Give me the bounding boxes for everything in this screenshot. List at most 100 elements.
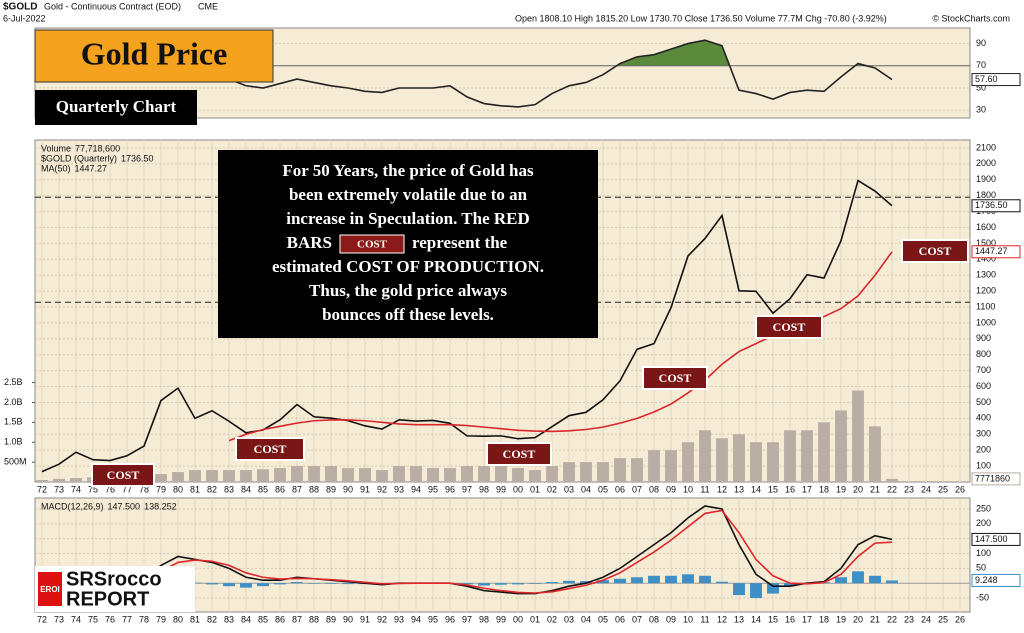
note-line: represent the [412, 233, 508, 252]
bar [478, 583, 490, 586]
x-tick-label: 96 [445, 484, 455, 494]
bar [716, 438, 728, 482]
value-box [971, 73, 1021, 87]
bar [342, 583, 354, 585]
x-tick-label: 83 [224, 614, 234, 624]
value-box-label: 7771860 [975, 473, 1010, 483]
bar [665, 575, 677, 584]
bar [393, 466, 405, 482]
bar [665, 450, 677, 482]
bar [461, 583, 473, 585]
bar [291, 582, 303, 584]
x-tick-label: 19 [836, 484, 846, 494]
bar [631, 577, 643, 584]
x-tick-label: 89 [326, 484, 336, 494]
bar [682, 574, 694, 584]
y-tick-label: 2000 [976, 158, 996, 168]
x-tick-label: 73 [54, 614, 64, 624]
y2-tick-label: 2.0B [4, 397, 23, 407]
bar [461, 466, 473, 482]
bar [359, 468, 371, 482]
x-tick-label: 14 [751, 484, 761, 494]
bar [852, 571, 864, 584]
bar [325, 583, 337, 584]
bar [172, 472, 184, 482]
x-tick-label: 79 [156, 484, 166, 494]
x-tick-label: 09 [666, 614, 676, 624]
credit: © StockCharts.com [932, 13, 1010, 23]
cost-box [755, 315, 823, 339]
x-tick-label: 75 [88, 484, 98, 494]
x-tick-label: 78 [139, 484, 149, 494]
x-tick-label: 91 [360, 614, 370, 624]
x-tick-label: 97 [462, 614, 472, 624]
note-line: increase in Speculation. The RED [286, 209, 530, 228]
x-tick-label: 76 [105, 484, 115, 494]
bar [444, 468, 456, 482]
legend-label: Volume [41, 143, 71, 153]
bar [240, 583, 252, 588]
x-tick-label: 20 [853, 484, 863, 494]
logo-line: SRSrocco [66, 568, 162, 590]
legend-label: $GOLD (Quarterly) [41, 153, 117, 163]
y-tick-label: 200 [976, 518, 991, 528]
x-tick-label: 12 [717, 614, 727, 624]
x-tick-label: 10 [683, 614, 693, 624]
y-tick-label: 90 [976, 38, 986, 48]
x-tick-label: 04 [581, 484, 591, 494]
x-tick-label: 80 [173, 614, 183, 624]
y-tick-label: 30 [976, 105, 986, 115]
value-box-label: 1736.50 [975, 200, 1008, 210]
bar [597, 462, 609, 482]
bar [376, 470, 388, 482]
line [41, 505, 893, 595]
x-tick-label: 00 [513, 484, 523, 494]
y-tick-label: 1400 [976, 254, 996, 264]
bar [512, 468, 524, 482]
bar [291, 466, 303, 482]
value-box [971, 532, 1021, 546]
x-tick-label: 97 [462, 484, 472, 494]
bar [495, 466, 507, 482]
y-tick-label: 250 [976, 503, 991, 513]
bar [308, 583, 320, 584]
bar [886, 580, 898, 584]
x-tick-label: 26 [955, 614, 965, 624]
bar [716, 581, 728, 584]
x-tick-label: 92 [377, 484, 387, 494]
x-tick-label: 12 [717, 484, 727, 494]
y-tick-label: 1000 [976, 317, 996, 327]
x-tick-label: 15 [768, 484, 778, 494]
bar [36, 480, 48, 482]
bar [223, 470, 235, 482]
x-tick-label: 11 [700, 484, 709, 494]
x-tick-label: 21 [870, 614, 880, 624]
x-tick-label: 16 [785, 484, 795, 494]
bar [699, 430, 711, 482]
x-tick-label: 77 [122, 484, 132, 494]
symbol: $GOLD [3, 2, 37, 13]
x-tick-label: 99 [496, 614, 506, 624]
bar [750, 583, 762, 599]
x-tick-label: 85 [258, 484, 268, 494]
y2-tick-label: 2.5B [4, 377, 23, 387]
bar [529, 470, 541, 482]
x-tick-label: 18 [819, 614, 829, 624]
bar [869, 575, 881, 584]
logo: EROI SRSrocco REPORT [35, 566, 195, 612]
note-line: BARS [287, 233, 332, 252]
x-tick-label: 72 [37, 484, 47, 494]
note-line: been extremely volatile due to an [289, 185, 528, 204]
bar [580, 581, 592, 584]
bar [512, 583, 524, 585]
x-tick-label: 20 [853, 614, 863, 624]
y-tick-label: 50 [976, 82, 986, 92]
bar [563, 580, 575, 584]
y-tick-label: 900 [976, 333, 991, 343]
x-tick-label: 22 [887, 484, 897, 494]
x-tick-label: 19 [836, 614, 846, 624]
note-line: estimated COST OF PRODUCTION. [272, 257, 544, 276]
x-tick-label: 17 [802, 614, 812, 624]
cost-label: COST [254, 442, 287, 456]
